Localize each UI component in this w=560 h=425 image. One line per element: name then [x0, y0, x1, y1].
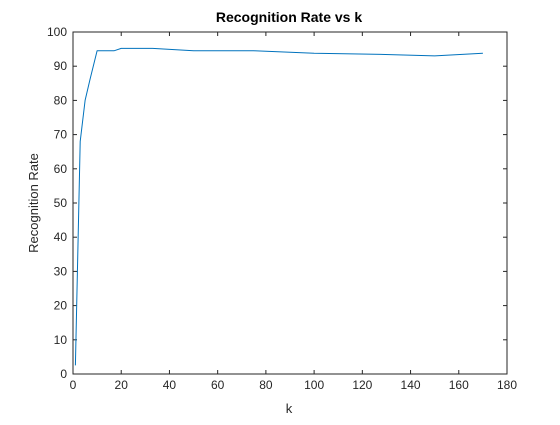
y-tick-label: 100 — [47, 25, 67, 39]
plot-area — [72, 31, 508, 375]
y-tick-label: 70 — [54, 128, 68, 142]
y-tick-label: 90 — [54, 59, 68, 73]
chart-title: Recognition Rate vs k — [216, 9, 362, 25]
data-point — [85, 100, 86, 101]
y-tick-label: 60 — [54, 162, 68, 176]
x-tick-label: 40 — [163, 378, 177, 392]
data-point — [314, 53, 315, 54]
y-tick-label: 10 — [54, 333, 68, 347]
data-point — [434, 55, 435, 56]
y-tick-label: 80 — [54, 93, 68, 107]
data-point — [374, 54, 375, 55]
x-tick-label: 0 — [70, 378, 77, 392]
data-point — [109, 50, 110, 51]
y-tick-label: 0 — [60, 367, 67, 381]
x-tick-label: 180 — [497, 378, 517, 392]
series-line — [74, 47, 483, 366]
x-tick-label: 140 — [401, 378, 421, 392]
axis-ticks: 0 20 40 60 80 100 120 140 160 180 0 10 20 30 40 50 60 70 8… — [47, 25, 517, 392]
x-tick-label: 20 — [115, 378, 129, 392]
data-point — [75, 365, 76, 366]
y-tick-label: 40 — [54, 230, 68, 244]
data-point — [121, 48, 122, 49]
data-point — [152, 48, 153, 49]
x-axis-label: k — [286, 401, 293, 416]
data-point — [114, 50, 115, 51]
x-tick-label: 60 — [211, 378, 225, 392]
data-point — [89, 79, 90, 80]
series-layer — [74, 47, 483, 366]
y-tick-label: 20 — [54, 299, 68, 313]
data-point — [133, 48, 134, 49]
data-point — [482, 53, 483, 54]
y-axis-label: Recognition Rate — [26, 153, 41, 253]
x-tick-label: 160 — [449, 378, 469, 392]
x-tick-label: 100 — [304, 378, 324, 392]
data-point — [193, 50, 194, 51]
y-tick-label: 30 — [54, 264, 68, 278]
x-tick-label: 80 — [259, 378, 273, 392]
data-point — [97, 50, 98, 51]
data-point — [253, 50, 254, 51]
y-tick-label: 50 — [54, 196, 68, 210]
x-tick-label: 120 — [352, 378, 372, 392]
data-point — [80, 141, 81, 142]
